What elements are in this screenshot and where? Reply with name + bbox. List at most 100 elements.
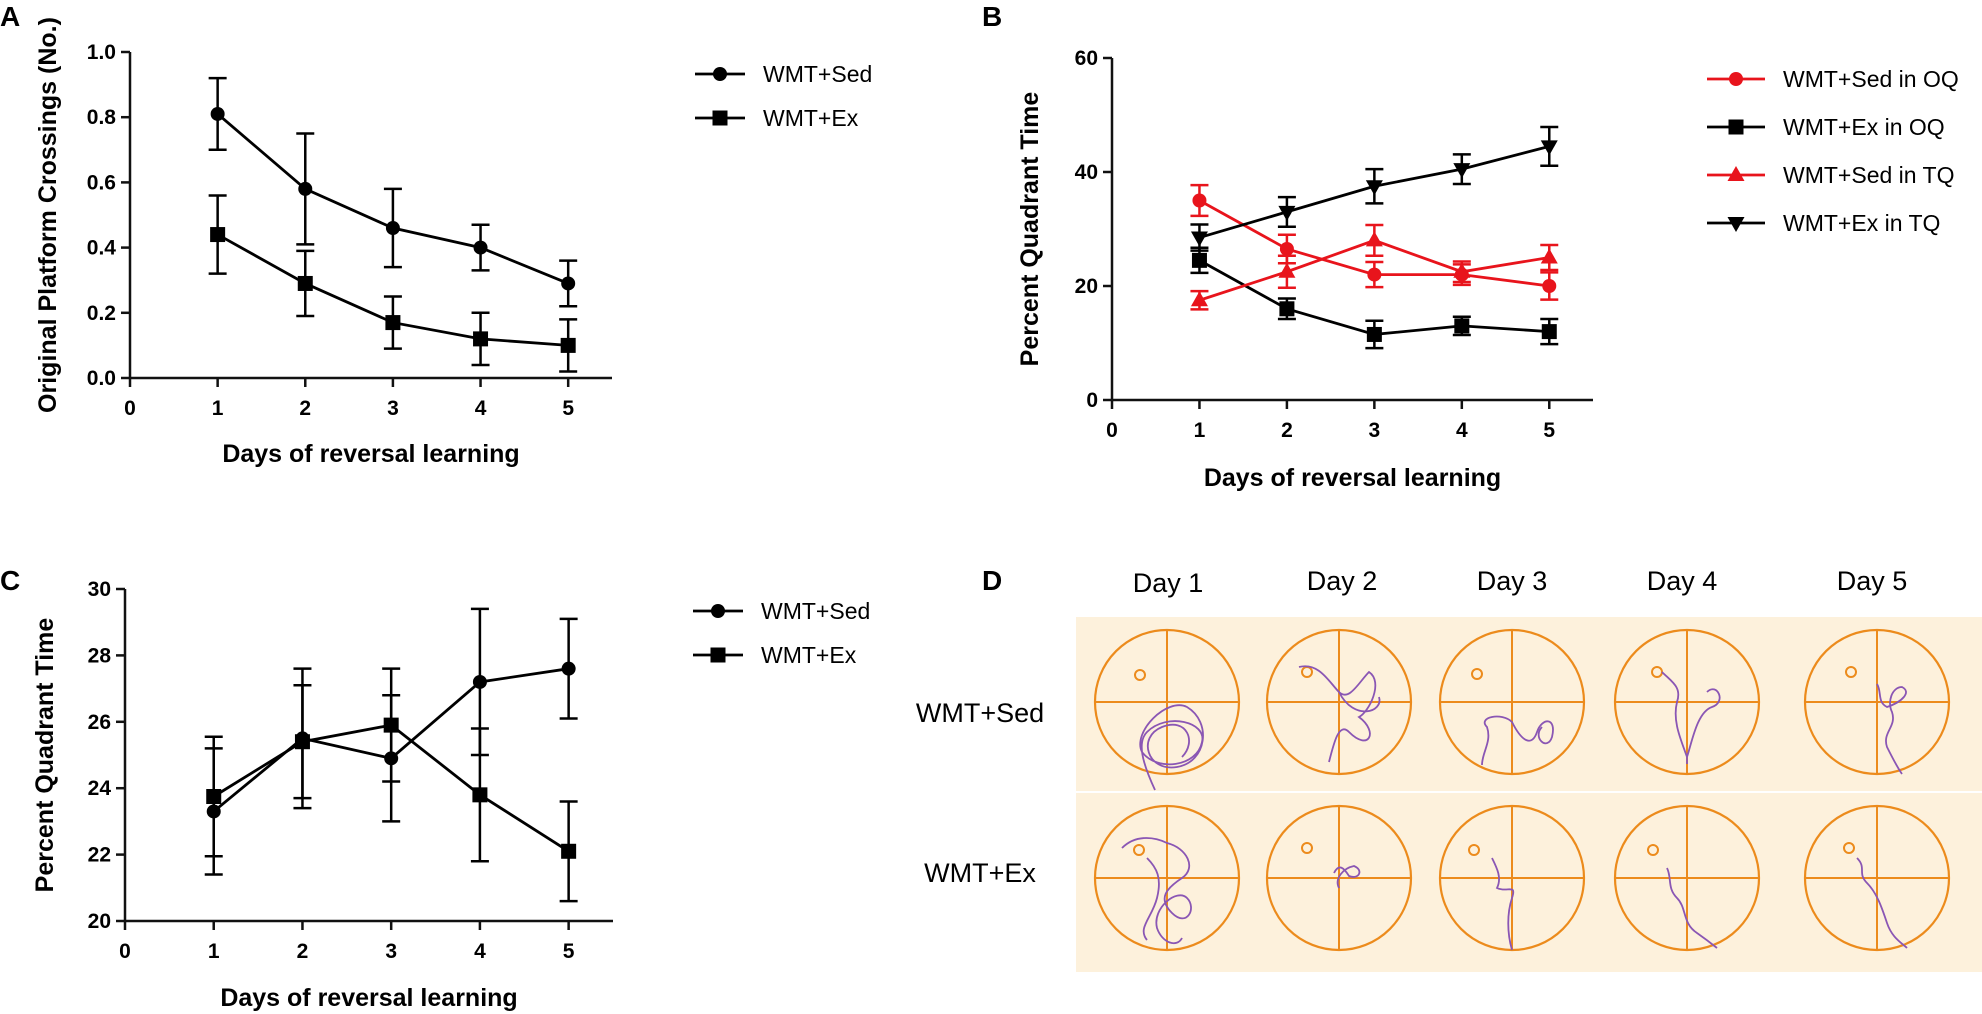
track-background (1428, 792, 1602, 972)
x-tick-label: 0 (1106, 419, 1118, 442)
data-point (1540, 248, 1558, 264)
track-background (1428, 617, 1602, 792)
legend-marker (713, 67, 727, 81)
data-point (1540, 140, 1558, 156)
x-tick-label: 4 (1456, 419, 1468, 442)
data-point (297, 275, 313, 291)
chart-a: 0 1 2 3 4 5 0.0 0.2 0.4 0.6 0.8 1.0 Days of reversal… (34, 17, 872, 468)
data-point (473, 240, 488, 255)
x-tick-label: 5 (1543, 419, 1555, 442)
y-tick-label: 0.8 (87, 106, 117, 129)
data-point (210, 227, 226, 243)
data-point (298, 181, 313, 196)
x-axis-title: Days of reversal learning (220, 984, 517, 1012)
y-tick-label: 0.6 (87, 171, 116, 194)
data-point (1278, 205, 1296, 221)
series-wmt-sed-in-oq (1190, 183, 1559, 301)
y-tick-label: 0.4 (87, 237, 117, 260)
data-point (561, 843, 577, 859)
y-tick-label: 0 (1086, 389, 1098, 412)
legend-marker (1729, 72, 1743, 86)
x-tick-label: 1 (208, 940, 220, 963)
day-header-4: Day 4 (1647, 566, 1718, 596)
track-background (1602, 617, 1782, 792)
x-tick-label: 1 (1194, 419, 1206, 442)
legend-label: WMT+Ex in TQ (1783, 210, 1940, 236)
y-tick-label: 20 (1075, 275, 1098, 298)
data-point (1454, 318, 1470, 334)
x-tick-label: 4 (475, 397, 487, 420)
row-label-ex: WMT+Ex (924, 858, 1036, 888)
data-point (1190, 231, 1208, 247)
x-tick-label: 2 (297, 940, 309, 963)
x-tick-label: 4 (474, 940, 486, 963)
data-point (1365, 231, 1383, 247)
panel-label-c: C (0, 565, 20, 596)
pool-track (1093, 804, 1241, 952)
y-tick-label: 28 (88, 644, 112, 667)
data-point (1192, 193, 1207, 208)
data-point (1190, 291, 1208, 307)
legend-marker (1727, 166, 1745, 181)
panel-label-d: D (982, 565, 1002, 596)
y-axis-title: Percent Quadrant Time (31, 618, 59, 893)
data-point (1453, 262, 1471, 278)
pool-track (1093, 628, 1241, 791)
x-tick-label: 5 (563, 940, 575, 963)
y-tick-label: 1.0 (87, 41, 116, 64)
y-tick-label: 0.0 (87, 367, 116, 390)
data-point (1453, 163, 1471, 179)
pool-track (1265, 804, 1413, 952)
data-point (1279, 241, 1294, 256)
pool-track (1803, 804, 1951, 952)
swim-path (1139, 704, 1204, 791)
series-wmt-sed-in-tq (1190, 223, 1559, 311)
y-axis-title: Percent Quadrant Time (1016, 92, 1044, 367)
legend-label: WMT+Ex (761, 642, 857, 668)
legend-label: WMT+Ex in OQ (1783, 114, 1945, 140)
series-wmt-ex (208, 194, 578, 373)
swim-path (1481, 715, 1554, 766)
data-point (561, 661, 576, 676)
data-point (210, 106, 225, 121)
legend-label: WMT+Ex (763, 105, 859, 131)
y-tick-label: 26 (88, 711, 111, 734)
pool-track (1265, 628, 1413, 776)
x-tick-label: 0 (119, 940, 131, 963)
data-point (472, 787, 488, 803)
platform-marker (1468, 844, 1480, 856)
x-tick-label: 0 (124, 397, 136, 420)
x-tick-label: 5 (562, 397, 574, 420)
legend-label: WMT+Sed in OQ (1783, 66, 1959, 92)
panel-label-b: B (982, 1, 1002, 32)
data-point (1366, 326, 1382, 342)
data-point (1365, 180, 1383, 196)
data-point (1367, 267, 1382, 282)
track-pools (1093, 628, 1951, 952)
swim-path (1333, 865, 1361, 889)
chart-c: 0 1 2 3 4 5 20 22 24 26 28 30 Days of reversal learn… (31, 578, 870, 1012)
data-point (1542, 279, 1557, 293)
data-point (561, 276, 576, 291)
data-point (1278, 262, 1296, 278)
data-point (385, 221, 400, 236)
swim-path (1666, 867, 1718, 949)
platform-marker (1843, 842, 1855, 854)
day-header-2: Day 2 (1307, 566, 1378, 596)
platform-marker (1845, 666, 1857, 678)
y-tick-label: 20 (88, 910, 111, 933)
series-wmt-ex-in-tq (1190, 125, 1559, 252)
y-axis-title: Original Platform Crossings (No.) (34, 17, 62, 413)
platform-marker (1301, 842, 1313, 854)
day-header-5: Day 5 (1837, 566, 1908, 596)
chart-b: 0 1 2 3 4 5 0 20 40 60 Days of reversal learning Pe… (1016, 47, 1959, 492)
y-tick-label: 22 (88, 844, 111, 867)
pool-track (1613, 628, 1761, 776)
pool-track (1803, 628, 1951, 776)
y-tick-label: 30 (88, 578, 111, 601)
series-wmt-ex (204, 667, 578, 903)
platform-marker (1647, 844, 1659, 856)
x-tick-label: 1 (212, 397, 224, 420)
swim-path (1298, 665, 1381, 763)
legend-marker (711, 604, 725, 618)
